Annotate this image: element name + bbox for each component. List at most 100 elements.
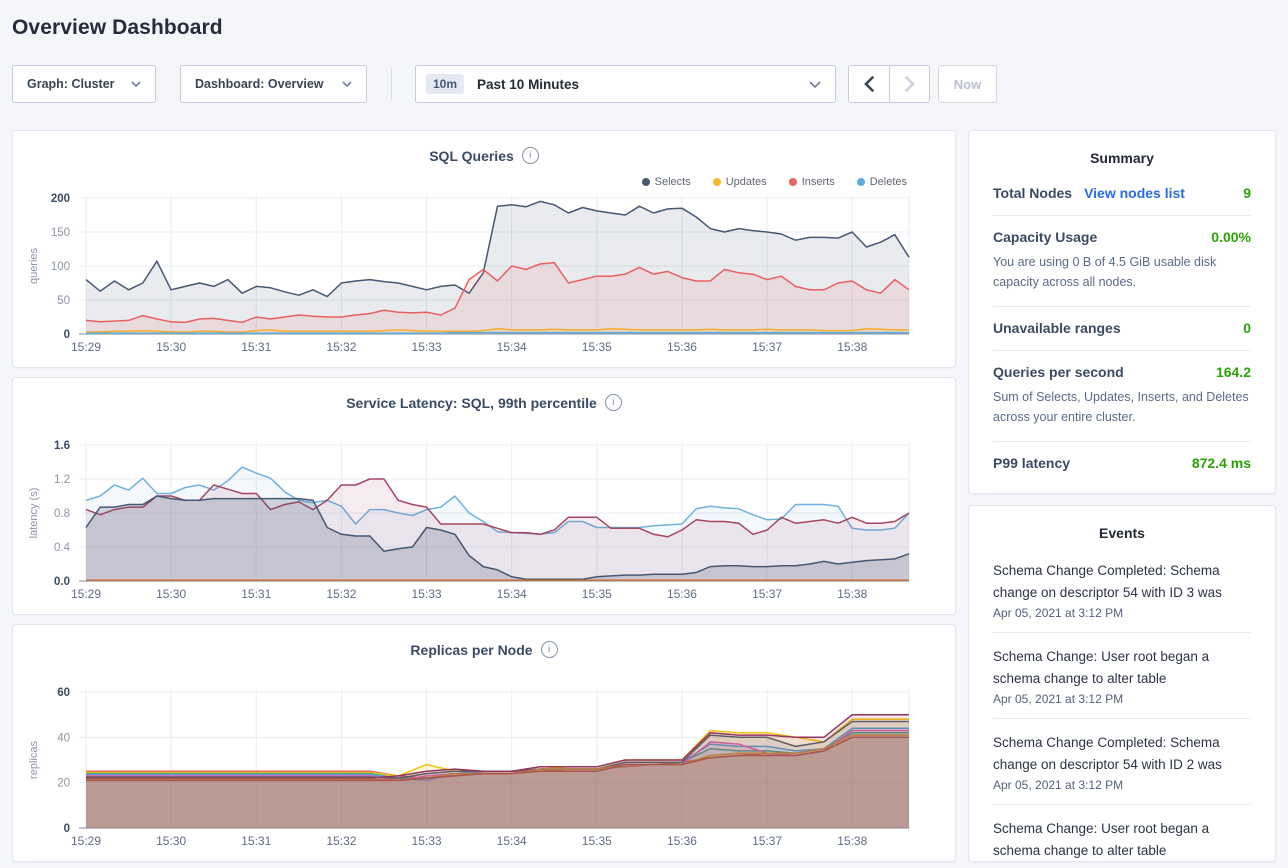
svg-text:replicas: replicas [28,741,40,779]
summary-row-total-nodes: Total Nodes View nodes list 9 [993,172,1251,215]
legend-item-selects[interactable]: Selects [641,176,691,188]
legend-dot [712,178,721,186]
svg-text:60: 60 [57,687,70,699]
legend-dot [641,178,650,186]
svg-text:15:31: 15:31 [241,834,271,848]
summary-title: Summary [1090,150,1154,166]
summary-row-p99-latency: P99 latency 872.4 ms [993,441,1251,485]
event-text[interactable]: Schema Change: User root began a schema … [993,649,1210,686]
svg-text:15:37: 15:37 [752,340,782,354]
time-range-badge: 10m [426,74,465,94]
event-text[interactable]: Schema Change Completed: Schema change o… [993,563,1222,600]
svg-text:15:36: 15:36 [667,340,697,354]
svg-text:50: 50 [57,295,70,307]
event-text[interactable]: Schema Change Completed: Schema change o… [993,735,1222,772]
svg-text:15:29: 15:29 [71,587,101,601]
svg-text:0.4: 0.4 [54,542,71,554]
svg-text:1.2: 1.2 [54,474,70,486]
svg-text:1.6: 1.6 [54,440,70,452]
summary-description: Sum of Selects, Updates, Inserts, and De… [993,390,1249,424]
replicas-chart[interactable]: 0 20 40 60 15:29 15:30 15:31 15:32 15:33 15:34 15:… [13,680,955,852]
legend-label: Selects [654,176,691,188]
chart-title-row: Service Latency: SQL, 99th percentile i [13,394,955,411]
service-latency-chart[interactable]: 0.0 0.4 0.8 1.2 1.6 15:29 15:30 15:31 15:32 15:33… [13,433,955,605]
svg-text:15:32: 15:32 [326,834,356,848]
summary-label: Unavailable ranges [993,320,1121,336]
svg-text:latency (s): latency (s) [28,488,40,539]
svg-text:15:33: 15:33 [412,834,442,848]
chart-title-row: Replicas per Node i [13,641,955,658]
svg-text:15:32: 15:32 [326,587,356,601]
info-icon[interactable]: i [604,394,622,411]
summary-value: 0.00% [1211,229,1251,245]
svg-text:0: 0 [64,329,70,341]
time-forward-button[interactable] [889,66,929,102]
svg-text:15:37: 15:37 [752,587,782,601]
time-range-picker[interactable]: 10m Past 10 Minutes [415,65,836,103]
svg-text:15:34: 15:34 [497,834,527,848]
summary-row-unavailable-ranges: Unavailable ranges 0 [993,306,1251,350]
time-range-label: Past 10 Minutes [477,76,580,92]
svg-text:15:31: 15:31 [241,340,271,354]
svg-text:15:32: 15:32 [326,340,356,354]
summary-label: Total Nodes [993,185,1073,201]
summary-value: 164.2 [1215,364,1251,380]
svg-text:15:35: 15:35 [582,340,612,354]
time-step-buttons [848,65,930,103]
page-title: Overview Dashboard [12,16,223,39]
sql-queries-chart[interactable]: 0 50 100 150 200 15:29 15:30 15:31 15:32 15:33 15:… [13,186,955,358]
svg-text:0.8: 0.8 [54,508,70,520]
legend-label: Inserts [801,176,835,188]
chart-title: SQL Queries [429,147,514,164]
svg-text:15:38: 15:38 [837,834,867,848]
svg-text:15:35: 15:35 [582,834,612,848]
svg-text:15:36: 15:36 [667,834,697,848]
chevron-down-icon [809,80,821,88]
chevron-down-icon [342,81,352,87]
svg-text:15:36: 15:36 [667,587,697,601]
view-nodes-list-link[interactable]: View nodes list [1084,185,1185,201]
chart-panel-replicas: Replicas per Node i 0 20 40 60 15:29 15:30 15:… [12,624,956,862]
info-icon[interactable]: i [540,641,558,658]
summary-panel: Summary Total Nodes View nodes list 9 Ca… [968,130,1276,494]
svg-text:200: 200 [51,193,70,205]
svg-text:15:33: 15:33 [412,340,442,354]
legend-label: Deletes [869,176,907,188]
chart-panel-service-latency: Service Latency: SQL, 99th percentile i … [12,377,956,615]
chart-title-row: SQL Queries i [13,147,955,164]
svg-text:15:33: 15:33 [412,587,442,601]
svg-text:15:38: 15:38 [837,587,867,601]
graph-scope-dropdown[interactable]: Graph: Cluster [12,65,156,103]
legend-dot [788,178,797,186]
svg-text:15:29: 15:29 [71,834,101,848]
svg-text:100: 100 [51,261,70,273]
events-title: Events [1099,525,1145,541]
side-column: Summary Total Nodes View nodes list 9 Ca… [968,130,1276,862]
event-text[interactable]: Schema Change: User root began a schema … [993,821,1210,858]
svg-text:40: 40 [57,732,70,744]
svg-text:15:37: 15:37 [752,834,782,848]
chart-title: Service Latency: SQL, 99th percentile [346,394,597,411]
svg-text:150: 150 [51,227,70,239]
dashboard-label: Dashboard: Overview [195,77,324,91]
event-item: Schema Change Completed: Schema change o… [993,718,1251,804]
chevron-down-icon [131,81,141,87]
svg-text:15:34: 15:34 [497,340,527,354]
event-timestamp: Apr 05, 2021 at 3:12 PM [993,606,1124,620]
time-back-button[interactable] [849,66,889,102]
legend-item-deletes[interactable]: Deletes [856,176,907,188]
svg-text:0: 0 [64,823,70,835]
summary-value: 872.4 ms [1191,455,1251,471]
summary-label: P99 latency [993,455,1071,471]
info-icon[interactable]: i [521,147,539,164]
svg-text:0.0: 0.0 [54,576,70,588]
legend-item-updates[interactable]: Updates [712,176,767,188]
legend-item-inserts[interactable]: Inserts [788,176,835,188]
svg-text:15:29: 15:29 [71,340,101,354]
summary-label: Capacity Usage [993,229,1098,245]
svg-text:15:30: 15:30 [156,340,186,354]
now-button[interactable]: Now [938,65,997,103]
dashboard-dropdown[interactable]: Dashboard: Overview [180,65,367,103]
charts-column: SQL Queries i Selects Updates Inserts [12,130,956,862]
summary-row-capacity-usage: Capacity Usage 0.00% You are using 0 B o… [993,215,1251,306]
